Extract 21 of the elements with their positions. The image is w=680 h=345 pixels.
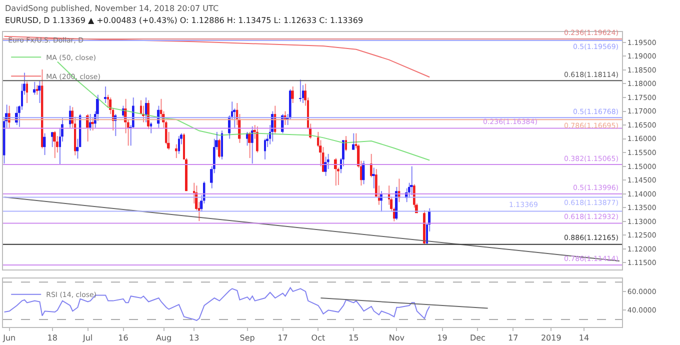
chart-subtitle: EURUSD, D 1.13369 ▲ +0.00483 (+0.43%) O: 1.12886 H: 1.13475 L: 1.12633 C: 1.13369 xyxy=(5,16,364,25)
x-tick-label: 18 xyxy=(47,334,58,343)
line-series xyxy=(4,287,430,321)
x-tick-label: Aug xyxy=(156,334,172,343)
x-tick-label: 15 xyxy=(348,334,359,343)
x-tick-label: 19 xyxy=(437,334,448,343)
line-series xyxy=(4,36,430,78)
x-tick-label: Sep xyxy=(240,334,255,343)
x-tick-label: 13 xyxy=(189,334,200,343)
x-tick-label: 17 xyxy=(278,334,288,343)
chart-title: DavidSong published, November 14, 2018 20:07 UTC xyxy=(5,4,219,13)
x-tick-label: Nov xyxy=(388,334,405,343)
x-tick-label: Jul xyxy=(82,334,93,343)
x-tick-label: 14 xyxy=(578,334,590,343)
line-series xyxy=(56,61,430,161)
x-tick-label: 17 xyxy=(508,334,518,343)
x-tick-label: Dec xyxy=(470,334,486,343)
x-tick-label: 2019 xyxy=(540,334,562,343)
x-tick-label: Jun xyxy=(2,334,16,343)
x-tick-label: Oct xyxy=(311,334,326,343)
x-tick-label: 16 xyxy=(118,334,128,343)
